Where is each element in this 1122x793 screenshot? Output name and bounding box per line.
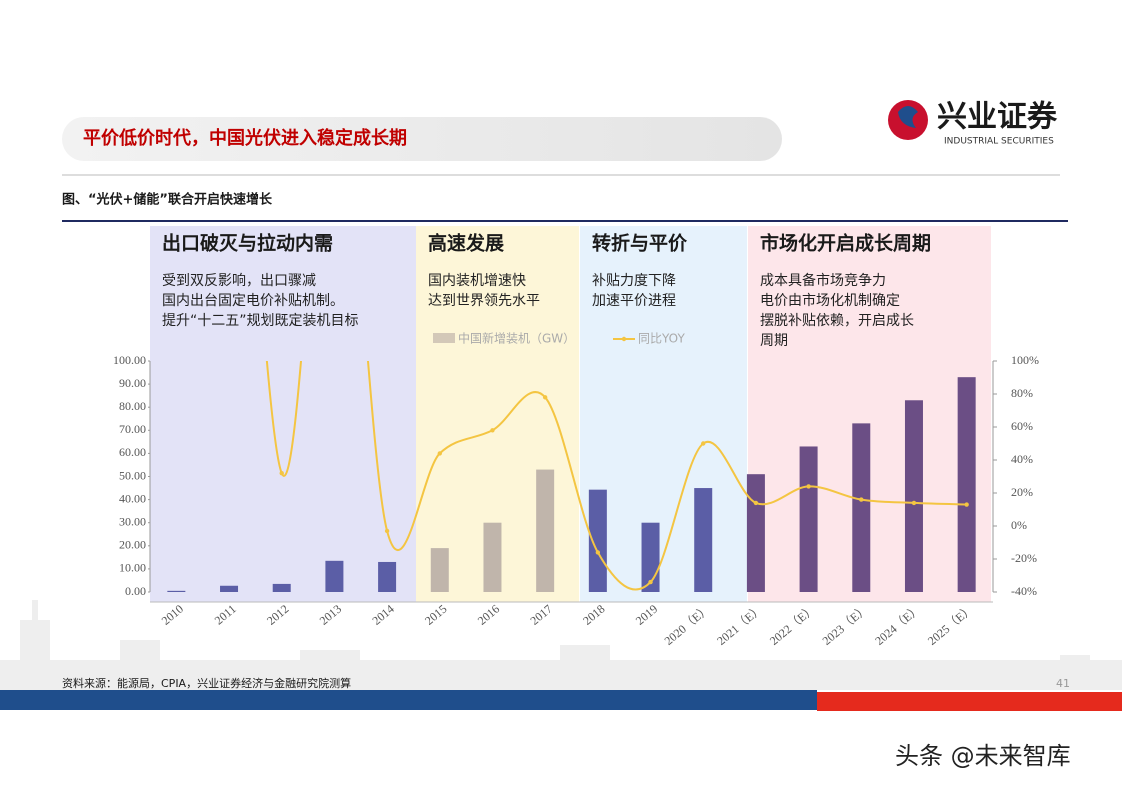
yoy-point <box>964 502 969 507</box>
legend-label: 同比YOY <box>638 332 685 346</box>
yoy-point <box>490 428 495 433</box>
logo-sub: INDUSTRIAL SECURITIES <box>944 137 1054 147</box>
y-tick-label: 90.00 <box>119 376 146 390</box>
phase-text: 达到世界领先水平 <box>428 293 540 309</box>
watermark: 头条 @未来智库 <box>895 742 1071 770</box>
y-tick-label: 40.00 <box>119 491 146 505</box>
x-tick-label: 2013 <box>317 602 344 628</box>
slide-title: 平价低价时代，中国光伏进入稳定成长期 <box>83 127 407 149</box>
page-number: 41 <box>1056 677 1070 690</box>
x-tick-label: 2020（E） <box>662 602 713 648</box>
y2-tick-label: 0% <box>1011 518 1027 532</box>
yoy-point <box>859 497 864 502</box>
bar <box>957 377 976 592</box>
bar <box>904 400 923 592</box>
y2-tick-label: -40% <box>1011 584 1037 598</box>
phase-title: 转折与平价 <box>592 232 688 255</box>
y-tick-label: 100.00 <box>113 353 146 367</box>
y-tick-label: 20.00 <box>119 538 146 552</box>
x-tick-label: 2011 <box>212 602 239 628</box>
logo-swirl <box>898 106 918 128</box>
y-tick-label: 70.00 <box>119 422 146 436</box>
y-tick-label: 30.00 <box>119 514 146 528</box>
yoy-point <box>279 471 284 476</box>
skyline <box>0 600 1122 690</box>
bar <box>167 590 186 592</box>
yoy-point <box>806 484 811 489</box>
phase-text: 国内出台固定电价补贴机制。 <box>162 293 344 309</box>
phase-text: 国内装机增速快 <box>428 273 526 289</box>
bar <box>483 522 502 592</box>
logo-text: 兴业证券 <box>937 100 1058 135</box>
bar <box>799 446 818 592</box>
yoy-point <box>911 500 917 506</box>
yoy-point <box>437 451 442 456</box>
legend-swatch <box>433 333 455 343</box>
phase-title: 出口破灭与拉动内需 <box>162 232 333 255</box>
x-tick-label: 2017 <box>527 602 554 628</box>
x-tick-label: 2021（E） <box>714 602 765 648</box>
phase-text: 电价由市场化机制确定 <box>760 292 900 309</box>
phase-title: 市场化开启成长周期 <box>760 232 931 255</box>
bar <box>272 583 291 592</box>
y-tick-label: 60.00 <box>119 445 146 459</box>
bar <box>852 423 871 592</box>
yoy-point <box>753 500 759 506</box>
x-tick-label: 2022（E） <box>767 602 818 648</box>
footer-bar-red <box>817 692 1122 711</box>
bar <box>536 469 555 592</box>
source: 资料来源：能源局，CPIA，兴业证券经济与金融研究院测算 <box>62 676 351 690</box>
x-tick-label: 2023（E） <box>820 602 871 648</box>
title-pill <box>62 117 782 161</box>
footer-bar-blue <box>0 690 817 710</box>
bar <box>430 548 449 592</box>
phase-text: 补贴力度下降 <box>592 273 676 289</box>
y-tick-label: 10.00 <box>119 561 146 575</box>
yoy-point <box>384 528 390 534</box>
phase-text: 加速平价进程 <box>592 293 676 309</box>
yoy-point <box>701 441 706 446</box>
bar <box>694 488 713 592</box>
yoy-point <box>542 395 548 400</box>
x-tick-label: 2014 <box>369 602 396 628</box>
yoy-point <box>595 550 601 555</box>
phase-text: 受到双反影响，出口骤减 <box>162 273 316 289</box>
y-tick-label: 0.00 <box>125 584 146 598</box>
y-tick-label: 50.00 <box>119 468 146 482</box>
y2-tick-label: -20% <box>1011 551 1037 565</box>
phase-text: 成本具备市场竞争力 <box>760 272 886 289</box>
bar <box>746 474 765 592</box>
bar <box>220 585 239 592</box>
yoy-point <box>332 52 336 56</box>
legend-swatch <box>621 336 627 342</box>
y2-tick-label: 40% <box>1011 452 1033 466</box>
phase-text: 提升“十二五”规划既定装机目标 <box>162 313 359 329</box>
x-tick-label: 2025（E） <box>925 602 976 648</box>
bar <box>378 561 397 592</box>
phase-text: 摆脱补贴依赖，开启成长 <box>760 313 914 329</box>
phase-text: 周期 <box>760 333 788 349</box>
y-tick-label: 80.00 <box>119 399 146 413</box>
x-tick-label: 2024（E） <box>872 602 923 648</box>
yoy-point <box>648 579 653 585</box>
figure-caption: 图、“光伏+储能”联合开启快速增长 <box>62 192 273 208</box>
x-tick-label: 2016 <box>475 602 502 628</box>
y2-tick-label: 60% <box>1011 419 1033 433</box>
x-tick-label: 2012 <box>264 602 291 628</box>
legend-label: 中国新增装机（GW） <box>458 331 575 346</box>
phase-title: 高速发展 <box>428 232 504 255</box>
y2-tick-label: 20% <box>1011 485 1033 499</box>
x-tick-label: 2015 <box>422 602 449 628</box>
y2-tick-label: 80% <box>1011 386 1033 400</box>
bar <box>325 560 344 592</box>
x-tick-label: 2010 <box>159 602 186 628</box>
phase-panel <box>580 226 747 602</box>
y2-tick-label: 100% <box>1011 353 1039 367</box>
bar <box>588 489 607 592</box>
x-tick-label: 2018 <box>580 602 607 628</box>
line-layer <box>265 52 969 591</box>
x-tick-label: 2019 <box>633 602 660 628</box>
